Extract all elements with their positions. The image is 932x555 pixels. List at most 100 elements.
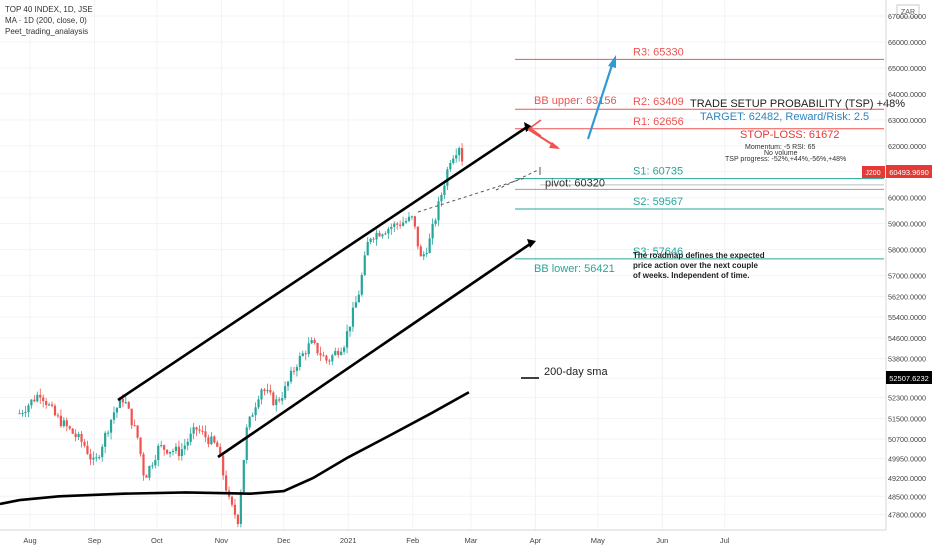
candle-body — [92, 457, 95, 460]
candle-body — [166, 449, 169, 454]
candle-body — [334, 350, 337, 356]
candle-body — [354, 302, 357, 308]
time-axis[interactable]: Aug Sep Oct Nov Dec 2021 Feb Mar Apr May Jun Jul — [0, 529, 886, 545]
currency-label: ZAR — [901, 9, 915, 16]
candle-body — [345, 331, 349, 348]
candle-body — [192, 427, 195, 434]
annotations: TRADE SETUP PROBABILITY (TSP) +48% TARGE… — [521, 98, 905, 379]
candle-body — [452, 158, 455, 164]
price-tick-label: 49950.0000 — [888, 455, 926, 464]
candle-body — [272, 392, 275, 406]
tsp-title: TRADE SETUP PROBABILITY (TSP) +48% — [690, 98, 905, 110]
candle-body — [407, 216, 411, 222]
candle-body — [168, 451, 172, 454]
candle-body — [210, 436, 213, 445]
candle-body — [201, 430, 204, 432]
candle-body — [154, 460, 157, 466]
price-tick-label: 59000.0000 — [888, 220, 926, 229]
candle-body — [431, 223, 434, 239]
candle-body — [189, 433, 192, 442]
roadmap-up-leg[interactable] — [586, 64, 614, 140]
candle-body — [30, 399, 33, 406]
candle-body — [372, 238, 375, 240]
candle-body — [83, 441, 86, 446]
sma-price-box — [886, 371, 932, 384]
current-price-label: 60493.9690 — [889, 168, 929, 177]
candle-body — [295, 367, 298, 371]
candle-body — [281, 398, 284, 401]
sma-line — [0, 391, 470, 506]
price-tick-label: 52300.0000 — [888, 394, 926, 403]
inner-dashed-line[interactable] — [417, 177, 526, 213]
candle-body — [404, 221, 408, 223]
candle-body — [207, 437, 210, 445]
candle-body — [455, 155, 458, 159]
candle-body — [434, 220, 437, 224]
candle-body — [124, 402, 127, 404]
candle-body — [310, 340, 313, 344]
time-tick-label: Dec — [277, 536, 291, 545]
candle-body — [251, 415, 254, 417]
time-tick-label: Jul — [720, 536, 730, 545]
candle-body — [286, 381, 290, 387]
candle-body — [428, 238, 431, 253]
candle-body — [177, 446, 180, 457]
symbol-title: TOP 40 INDEX, 1D, JSE — [5, 5, 93, 14]
currency-box[interactable] — [896, 4, 920, 18]
candle-body — [222, 455, 225, 476]
candle-body — [101, 446, 104, 458]
sma-label: 200-day sma — [544, 366, 608, 378]
level-label: R2: 63409 — [633, 96, 684, 108]
roadmap-down-arrowhead — [549, 142, 560, 149]
candle-body — [104, 432, 107, 447]
price-tick-label: 57000.0000 — [888, 272, 926, 281]
candle-body — [148, 466, 151, 478]
candle-body — [387, 228, 390, 234]
candle-body — [292, 370, 296, 372]
candle-body — [351, 307, 355, 327]
time-tick-label: Jun — [656, 536, 668, 545]
roadmap-note-line-1: The roadmap defines the expected — [633, 251, 765, 260]
candle-body — [53, 405, 57, 416]
candle-body — [121, 398, 124, 403]
candle-body — [313, 340, 316, 343]
candle-body — [24, 411, 27, 414]
candle-body — [360, 274, 363, 295]
candle-body — [393, 223, 396, 227]
time-tick-label: Apr — [530, 536, 542, 545]
stop-loss-label: STOP-LOSS: 61672 — [740, 129, 839, 141]
candle-body — [107, 432, 110, 434]
channel-upper-line[interactable] — [117, 125, 528, 402]
current-price-box — [886, 165, 932, 178]
sma-price-label: 52507.6232 — [889, 374, 929, 383]
candle-body — [157, 445, 160, 461]
time-tick-label: Feb — [406, 536, 419, 545]
candle-body — [180, 449, 183, 457]
channel-lower-line[interactable] — [217, 240, 534, 459]
time-tick-label: Nov — [215, 536, 229, 545]
roadmap-note-line-3: of weeks. Independent of time. — [633, 271, 749, 280]
candle-body — [402, 222, 405, 226]
candle-body — [62, 420, 65, 427]
price-tick-label: 47800.0000 — [888, 510, 926, 519]
candle-body — [257, 399, 260, 408]
symbol-tag: J200 — [865, 170, 880, 177]
candle-body — [340, 351, 343, 355]
candle-body — [325, 355, 328, 361]
candle-body — [366, 242, 369, 256]
candle-body — [133, 425, 136, 427]
level-label: R3: 65330 — [633, 46, 684, 58]
candle-body — [98, 457, 101, 459]
candle-body — [363, 255, 366, 275]
price-tick-label: 50700.0000 — [888, 435, 926, 444]
inner-dashed-line-2[interactable] — [495, 169, 539, 191]
bb-lower-label: BB lower: 56421 — [534, 263, 615, 275]
candle-body — [381, 234, 384, 237]
price-tick-label: 55400.0000 — [888, 313, 926, 322]
candle-body — [71, 428, 74, 434]
candle-body — [269, 389, 272, 393]
candle-body — [437, 201, 440, 221]
candle-body — [304, 353, 307, 355]
